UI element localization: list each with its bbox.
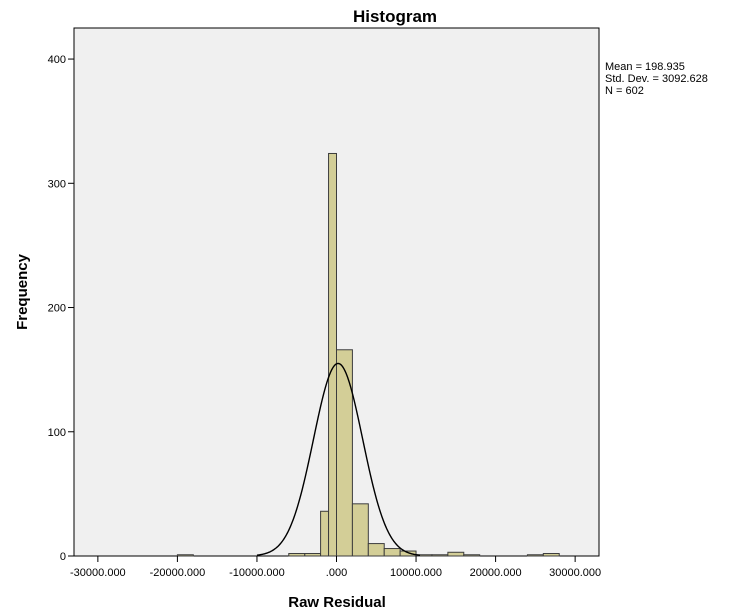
histogram-bar — [526, 554, 544, 557]
y-axis-label: Frequency — [14, 253, 31, 330]
histogram-bar — [399, 550, 417, 557]
x-tick-label: 30000.000 — [549, 567, 601, 579]
stats-std-dev: Std. Dev. = 3092.628 — [605, 73, 708, 85]
y-axis: 0 100 200 300 400 — [48, 54, 74, 563]
histogram-bar — [367, 543, 385, 557]
x-tick-label: 10000.000 — [390, 567, 442, 579]
x-axis: -30000.000 -20000.000 -10000.000 .000 10000.… — [70, 556, 601, 579]
y-tick-label: 100 — [48, 427, 66, 439]
histogram-bar — [383, 548, 401, 557]
histogram-bar — [447, 551, 465, 557]
stats-box: Mean = 198.935 Std. Dev. = 3092.628 N = … — [605, 61, 708, 97]
x-axis-label: Raw Residual — [288, 594, 386, 611]
histogram-bar — [542, 553, 560, 557]
x-tick-label: -10000.000 — [229, 567, 285, 579]
stats-mean: Mean = 198.935 — [605, 61, 685, 73]
histogram-bar — [463, 554, 481, 557]
histogram-bar — [320, 510, 330, 557]
y-tick-label: 400 — [48, 54, 66, 66]
x-tick-label: 20000.000 — [470, 567, 522, 579]
histogram-bar — [304, 553, 322, 557]
x-tick-label: -30000.000 — [70, 567, 126, 579]
histogram-bar — [431, 554, 449, 557]
histogram-bar — [351, 503, 369, 557]
y-tick-label: 0 — [60, 551, 66, 563]
x-tick-label: .000 — [326, 567, 347, 579]
histogram-bar — [328, 152, 337, 557]
chart-title: Histogram — [353, 7, 437, 26]
x-tick-label: -20000.000 — [150, 567, 206, 579]
histogram-bar — [176, 554, 194, 557]
histogram-bar — [336, 349, 353, 557]
normal-curve — [256, 362, 421, 556]
histogram-bars — [176, 152, 560, 557]
y-tick-label: 300 — [48, 178, 66, 190]
histogram-bar — [288, 553, 306, 557]
stats-n: N = 602 — [605, 85, 644, 97]
y-tick-label: 200 — [48, 303, 66, 315]
